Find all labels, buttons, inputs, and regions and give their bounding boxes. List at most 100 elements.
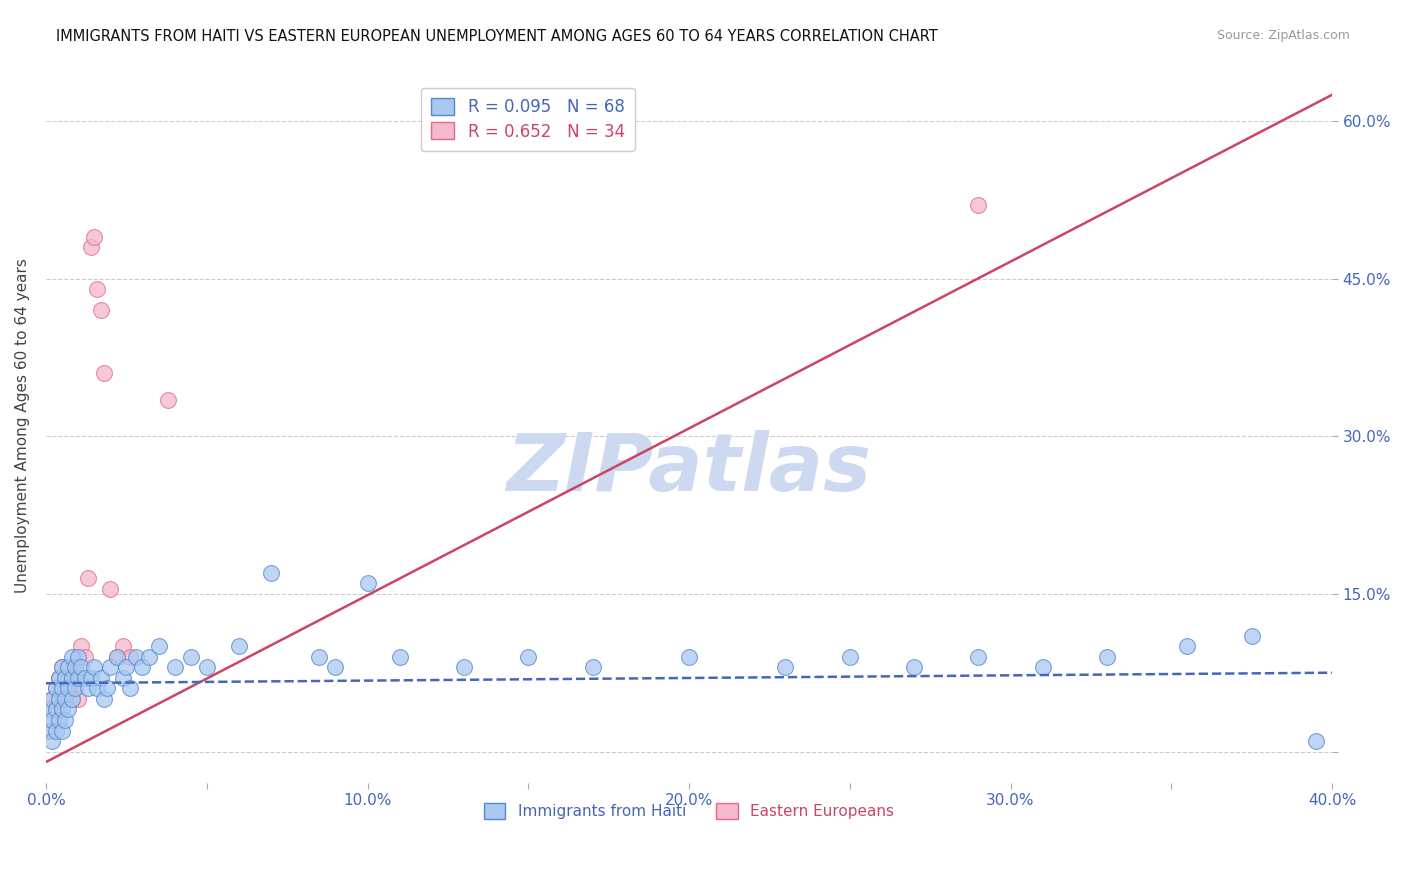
Y-axis label: Unemployment Among Ages 60 to 64 years: Unemployment Among Ages 60 to 64 years (15, 259, 30, 593)
Point (775, 660, 797, 674)
Point (70, 660, 93, 674)
Point (80, 671, 103, 685)
Point (60, 671, 83, 685)
Point (63, 660, 86, 674)
Point (63, 681, 86, 696)
Point (67, 671, 90, 685)
Point (63, 660, 86, 674)
Text: ZIPatlas: ZIPatlas (506, 430, 872, 508)
Point (73, 671, 96, 685)
Point (118, 681, 141, 696)
Point (86, 681, 108, 696)
Point (98, 660, 121, 674)
Point (60, 649, 83, 664)
Point (60, 671, 83, 685)
Point (51, 681, 73, 696)
Point (98, 582, 121, 596)
Point (967, 198, 990, 212)
Point (356, 576, 378, 591)
Text: Source: ZipAtlas.com: Source: ZipAtlas.com (1216, 29, 1350, 42)
Point (195, 660, 218, 674)
Point (45, 702, 67, 716)
Legend: Immigrants from Haiti, Eastern Europeans: Immigrants from Haiti, Eastern Europeans (478, 797, 900, 825)
Point (63, 681, 86, 696)
Point (93, 692, 115, 706)
Point (105, 649, 128, 664)
Point (112, 640, 135, 654)
Point (51, 681, 73, 696)
Point (48, 692, 70, 706)
Point (228, 640, 250, 654)
Point (53, 713, 76, 727)
Point (93, 366, 115, 380)
Point (45, 681, 67, 696)
Point (58, 660, 80, 674)
Point (45, 702, 67, 716)
Point (76, 571, 98, 585)
Point (1032, 660, 1054, 674)
Point (105, 649, 128, 664)
Point (325, 660, 347, 674)
Point (138, 649, 160, 664)
Point (678, 649, 700, 664)
Point (58, 702, 80, 716)
Point (38, 723, 60, 738)
Point (41, 692, 63, 706)
Point (180, 649, 202, 664)
Point (58, 681, 80, 696)
Point (260, 566, 283, 580)
Point (112, 671, 135, 685)
Point (453, 660, 475, 674)
Point (838, 649, 860, 664)
Point (51, 702, 73, 716)
Point (76, 681, 98, 696)
Point (38, 723, 60, 738)
Point (903, 660, 925, 674)
Point (157, 392, 180, 407)
Point (118, 649, 141, 664)
Point (41, 713, 63, 727)
Point (53, 671, 76, 685)
Point (51, 660, 73, 674)
Point (131, 660, 153, 674)
Point (163, 660, 186, 674)
Point (60, 692, 83, 706)
Point (1177, 640, 1199, 654)
Point (967, 649, 990, 664)
Point (1240, 629, 1263, 643)
Point (48, 692, 70, 706)
Point (73, 649, 96, 664)
Point (80, 240, 103, 254)
Point (581, 660, 603, 674)
Point (53, 692, 76, 706)
Point (1305, 734, 1327, 748)
Point (1095, 649, 1118, 664)
Text: IMMIGRANTS FROM HAITI VS EASTERN EUROPEAN UNEMPLOYMENT AMONG AGES 60 TO 64 YEARS: IMMIGRANTS FROM HAITI VS EASTERN EUROPEA… (56, 29, 938, 44)
Point (90, 303, 112, 318)
Point (86, 282, 108, 296)
Point (51, 660, 73, 674)
Point (41, 734, 63, 748)
Point (53, 692, 76, 706)
Point (58, 660, 80, 674)
Point (58, 681, 80, 696)
Point (517, 649, 540, 664)
Point (38, 702, 60, 716)
Point (96, 681, 118, 696)
Point (83, 229, 105, 244)
Point (67, 671, 90, 685)
Point (51, 723, 73, 738)
Point (41, 692, 63, 706)
Point (83, 660, 105, 674)
Point (41, 713, 63, 727)
Point (115, 660, 138, 674)
Point (388, 649, 411, 664)
Point (90, 671, 112, 685)
Point (60, 692, 83, 706)
Point (67, 692, 90, 706)
Point (48, 671, 70, 685)
Point (148, 640, 170, 654)
Point (45, 723, 67, 738)
Point (38, 702, 60, 716)
Point (67, 649, 90, 664)
